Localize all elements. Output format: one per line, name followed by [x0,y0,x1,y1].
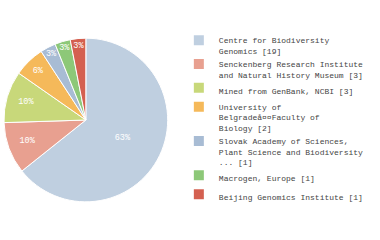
svg-text:Senckenberg Research Institute: Senckenberg Research Instituteand Natura… [219,60,363,79]
svg-text:10%: 10% [18,97,34,107]
svg-text:Centre for BiodiversityGenomic: Centre for BiodiversityGenomics [19] [219,36,330,55]
svg-text:63%: 63% [115,133,131,143]
svg-text:3%: 3% [59,43,70,53]
svg-text:6%: 6% [33,66,44,76]
svg-text:3%: 3% [73,41,84,51]
svg-text:Beijing Genomics Institute [1]: Beijing Genomics Institute [1] [219,193,363,202]
svg-text:University ofBelgradeå¤¤Facult: University ofBelgradeå¤¤Faculty ofBiolog… [219,103,320,133]
svg-text:10%: 10% [19,136,35,146]
svg-text:Slovak Academy of Sciences,Pla: Slovak Academy of Sciences,Plant Science… [219,137,363,167]
svg-text:Mined from GenBank, NCBI [3]: Mined from GenBank, NCBI [3] [219,87,353,96]
svg-text:3%: 3% [46,49,57,59]
svg-text:Macrogen, Europe [1]: Macrogen, Europe [1] [219,174,315,183]
